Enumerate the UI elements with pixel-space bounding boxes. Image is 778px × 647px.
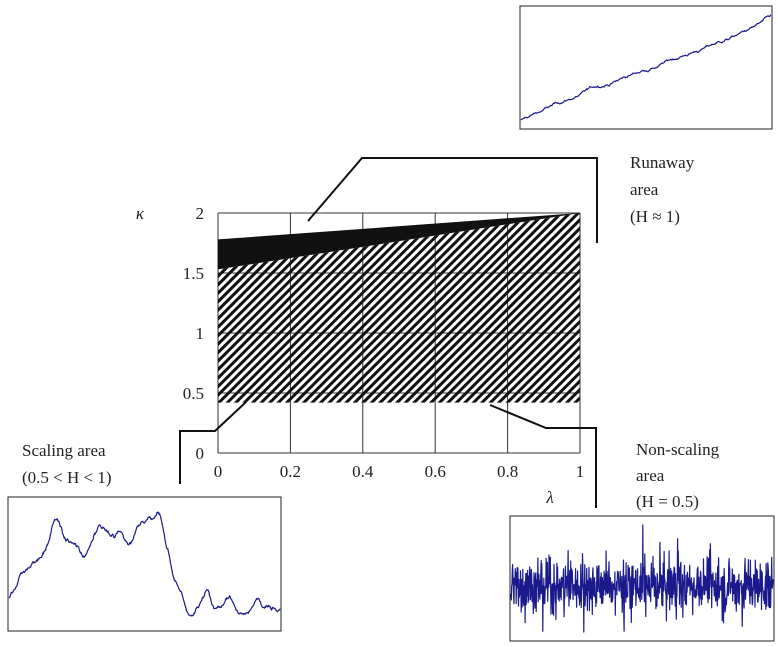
runaway-annotation: Runaway area (H ≈ 1) [630,153,695,226]
runaway-inset [519,5,773,130]
x-tick-label: 0.2 [280,462,301,481]
y-tick-label: 0 [196,444,205,463]
runaway-line-2: area [630,180,659,199]
non-scaling-line-3: (H = 0.5) [636,492,699,511]
y-tick-label: 0.5 [183,384,204,403]
runaway-line-1: Runaway [630,153,695,172]
x-axis-label: λ [545,488,553,507]
x-tick-label: 1 [576,462,585,481]
scaling-trace-line [8,511,281,617]
y-tick-labels: 0 0.5 1 1.5 2 [183,204,204,463]
runaway-region [218,213,580,270]
non-scaling-leader-line [489,404,597,508]
scaling-leader-line [179,401,247,484]
non-scaling-line-1: Non-scaling [636,440,720,459]
scaling-line-1: Scaling area [22,441,106,460]
x-tick-label: 0.4 [352,462,374,481]
y-tick-label: 1.5 [183,264,204,283]
scaling-annotation: Scaling area (0.5 < H < 1) [22,441,112,487]
scaling-inset [7,496,282,632]
non-scaling-inset [509,515,775,642]
runaway-trace-line [520,14,772,121]
non-scaling-annotation: Non-scaling area (H = 0.5) [636,440,720,511]
x-tick-label: 0.8 [497,462,518,481]
plot-area: 0 0.2 0.4 0.6 0.8 1 0 0.5 1 1.5 2 κ λ [136,204,584,507]
scaling-line-2: (0.5 < H < 1) [22,468,112,487]
runaway-line-3: (H ≈ 1) [630,207,680,226]
x-tick-label: 0 [214,462,223,481]
non-scaling-trace-line [510,524,774,633]
runaway-leader-line [307,157,598,243]
scaling-region [218,213,580,403]
runaway-inset-frame [519,5,773,130]
x-tick-labels: 0 0.2 0.4 0.6 0.8 1 [214,462,585,481]
scaling-inset-frame [7,496,282,632]
y-axis-label: κ [136,204,145,223]
non-scaling-line-2: area [636,466,665,485]
x-tick-label: 0.6 [425,462,446,481]
y-tick-label: 2 [196,204,205,223]
y-tick-label: 1 [196,324,205,343]
